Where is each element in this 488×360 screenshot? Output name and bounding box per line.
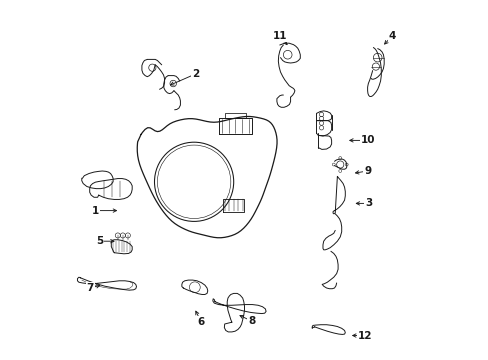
- Text: 11: 11: [272, 31, 286, 41]
- Text: 3: 3: [365, 198, 371, 208]
- Text: 12: 12: [357, 330, 371, 341]
- Text: 2: 2: [192, 69, 199, 79]
- Text: 5: 5: [96, 236, 103, 246]
- Text: 1: 1: [91, 206, 99, 216]
- Text: 4: 4: [387, 31, 395, 41]
- Text: 7: 7: [86, 283, 94, 293]
- Text: 6: 6: [197, 317, 204, 327]
- Text: 10: 10: [360, 135, 374, 145]
- Text: 8: 8: [247, 316, 255, 326]
- Text: 9: 9: [363, 166, 370, 176]
